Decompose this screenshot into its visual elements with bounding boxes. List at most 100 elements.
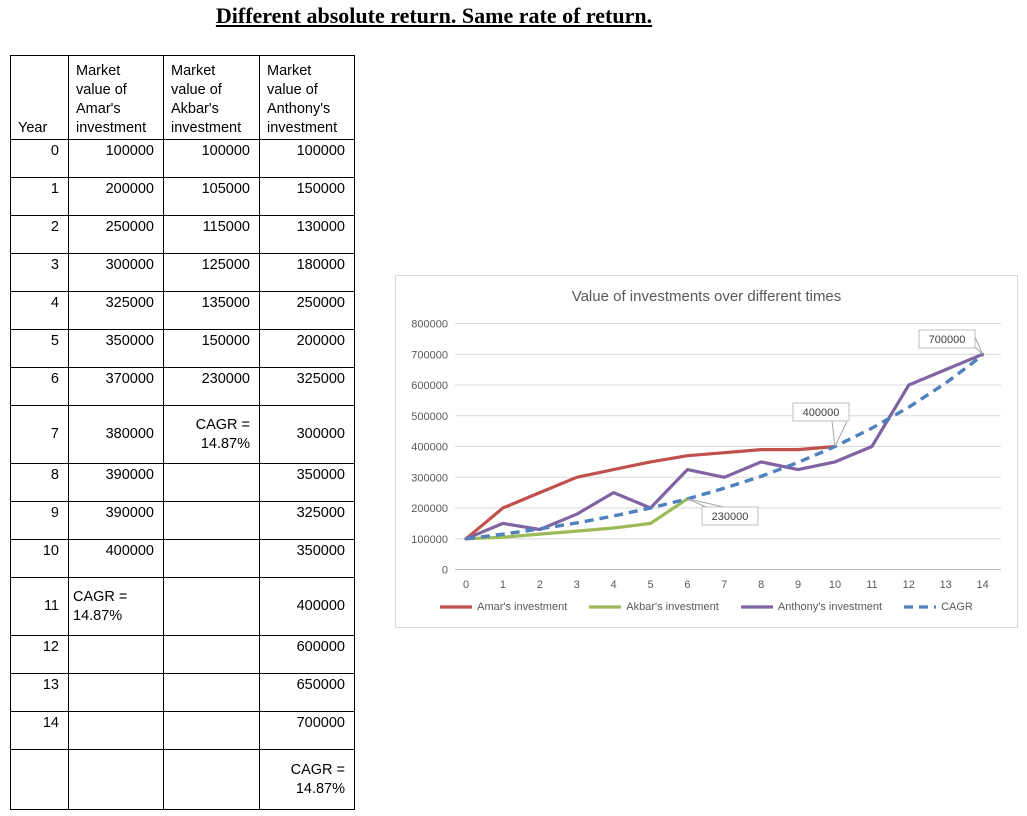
- table-cell: 400000: [259, 577, 355, 636]
- x-axis-tick-label: 7: [721, 579, 727, 591]
- x-axis-tick-label: 11: [866, 579, 877, 591]
- legend-item: CAGR: [904, 601, 973, 613]
- table-cell: 350000: [68, 329, 164, 368]
- x-axis-tick-label: 9: [795, 579, 801, 591]
- table-cell: 180000: [259, 253, 355, 292]
- y-axis-tick-label: 0: [442, 565, 448, 577]
- table-cell: 350000: [259, 539, 355, 578]
- series-line: [464, 444, 837, 541]
- column-header: Year: [10, 55, 69, 140]
- y-axis-tick-label: 200000: [411, 503, 448, 515]
- x-axis-tick-label: 0: [463, 579, 469, 591]
- table-cell: [163, 749, 260, 810]
- series-line: [464, 497, 689, 541]
- table-cell: 370000: [68, 367, 164, 406]
- chart-panel: 0 100000 200000 300000 400000 500000 600000 700…: [395, 275, 1018, 628]
- data-label-text: 400000: [803, 407, 840, 419]
- x-axis-tick-label: 14: [976, 579, 988, 591]
- table-cell: CAGR = 14.87%: [259, 749, 355, 810]
- table-row: 10 400000 350000: [10, 539, 355, 578]
- table-cell: 325000: [259, 367, 355, 406]
- x-axis-tick-label: 3: [574, 579, 580, 591]
- table-cell: 150000: [163, 329, 260, 368]
- table-cell: 390000: [68, 463, 164, 502]
- y-axis-tick-label: 400000: [411, 442, 448, 454]
- y-axis-tick-label: 700000: [411, 349, 448, 361]
- table-row: 13 650000: [10, 673, 355, 712]
- callout-leader-line: [834, 420, 848, 447]
- column-header: Market value of Akbar's investment: [163, 55, 260, 140]
- y-axis-tick-label: 300000: [411, 472, 448, 484]
- callout-leader-line: [974, 346, 983, 355]
- x-axis-tick-label: 12: [903, 579, 915, 591]
- table-cell: 4: [10, 291, 69, 330]
- series-line: [464, 352, 985, 541]
- table-cell: 300000: [68, 253, 164, 292]
- column-header: Market value of Amar's investment: [68, 55, 164, 140]
- legend-line-swatch: [589, 605, 622, 609]
- table-cell: 325000: [68, 291, 164, 330]
- x-axis-tick-label: 10: [829, 579, 841, 591]
- table-cell: 350000: [259, 463, 355, 502]
- table-cell: CAGR = 14.87%: [163, 405, 260, 464]
- table-cell: 0: [10, 139, 69, 178]
- legend-line-swatch: [740, 605, 773, 609]
- column-header: Market value of Anthony's investment: [259, 55, 355, 140]
- callout-leader-line: [687, 498, 725, 508]
- legend-line-swatch: [904, 605, 937, 609]
- data-label-box: [918, 329, 976, 349]
- table-cell: 100000: [163, 139, 260, 178]
- table-cell: 1: [10, 177, 69, 216]
- table-cell: 11: [10, 577, 69, 636]
- table-row: 12 600000: [10, 635, 355, 674]
- table-cell: 13: [10, 673, 69, 712]
- table-cell: [163, 539, 260, 578]
- table-cell: 115000: [163, 215, 260, 254]
- table-cell: 7: [10, 405, 69, 464]
- table-cell: 300000: [259, 405, 355, 464]
- table-row: 8 390000 350000: [10, 463, 355, 502]
- table-cell: [163, 577, 260, 636]
- y-axis-tick-label: 100000: [411, 534, 448, 546]
- table-row: 3 300000 125000 180000: [10, 253, 355, 292]
- x-axis-tick-label: 8: [758, 579, 764, 591]
- data-label-text: 230000: [712, 511, 749, 523]
- x-axis-tick-label: 1: [500, 579, 506, 591]
- legend-label: Akbar's investment: [626, 601, 719, 613]
- table-cell: 5: [10, 329, 69, 368]
- y-axis-tick-label: 600000: [411, 380, 448, 392]
- table-cell: 200000: [68, 177, 164, 216]
- x-axis-tick-label: 5: [647, 579, 653, 591]
- table-cell: 9: [10, 501, 69, 540]
- table-cell: 230000: [163, 367, 260, 406]
- callout-leader-line: [974, 336, 984, 355]
- chart-legend: Amar's investment Akbar's investment Antho…: [396, 601, 1017, 613]
- chart-plot-area: 0 100000 200000 300000 400000 500000 600000 700…: [411, 319, 1001, 591]
- page-title: Different absolute return. Same rate of …: [215, 3, 653, 28]
- table-row: 4 325000 135000 250000: [10, 291, 355, 330]
- table-row: 1 200000 105000 150000: [10, 177, 355, 216]
- series-line: [465, 353, 984, 541]
- table-cell: 700000: [259, 711, 355, 750]
- legend-line-swatch: [440, 605, 473, 609]
- table-row: 14 700000: [10, 711, 355, 750]
- callout-leader-line: [687, 498, 707, 508]
- y-axis-tick-label: 800000: [411, 319, 448, 331]
- legend-item: Amar's investment: [440, 601, 567, 613]
- table-cell: 325000: [259, 501, 355, 540]
- table-row: 7 380000 CAGR = 14.87% 300000: [10, 405, 355, 464]
- table-row: 5 350000 150000 200000: [10, 329, 355, 368]
- table-cell: 200000: [259, 329, 355, 368]
- table-cell: 135000: [163, 291, 260, 330]
- table-row: 0 100000 100000 100000: [10, 139, 355, 178]
- table-cell: [10, 749, 69, 810]
- x-axis-tick-label: 2: [537, 579, 543, 591]
- table-cell: CAGR = 14.87%: [68, 577, 164, 636]
- table-cell: [163, 463, 260, 502]
- table-cell: [163, 711, 260, 750]
- legend-label: Anthony's investment: [777, 601, 883, 613]
- table-cell: 150000: [259, 177, 355, 216]
- legend-label: CAGR: [941, 601, 973, 613]
- table-cell: 130000: [259, 215, 355, 254]
